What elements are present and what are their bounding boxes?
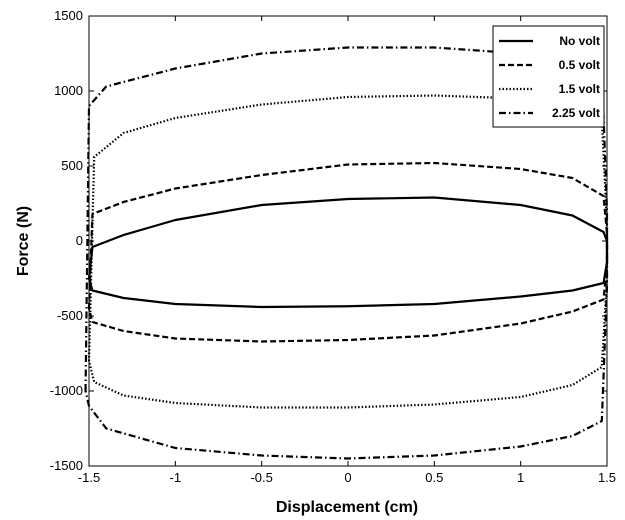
y-tick-label: -500 [57,308,83,323]
legend-label: 0.5 volt [559,58,600,72]
x-tick-label: -1.5 [78,470,100,485]
y-tick-label: 1500 [54,8,83,23]
x-tick-label: -0.5 [250,470,272,485]
y-tick-label: 500 [61,158,83,173]
y-tick-label: 1000 [54,83,83,98]
y-axis-label: Force (N) [15,206,32,276]
legend-box [492,25,605,128]
legend: No volt 0.5 volt 1.5 volt 2.25 volt [492,25,605,128]
x-tick-label: 1.5 [598,470,616,485]
series-line-2-25-volt [84,46,609,460]
legend-label: No volt [559,34,600,48]
y-tick-label: -1000 [50,383,83,398]
y-axis-ticks: -1500 -1000 -500 0 500 1000 1500 [50,8,607,473]
x-tick-label: -1 [170,470,182,485]
series-line-no-volt [87,196,609,309]
x-axis-label: Displacement (cm) [276,499,418,516]
y-tick-label: 0 [76,233,83,248]
x-axis-ticks: -1.5 -1 -0.5 0 0.5 1 1.5 [78,16,616,485]
x-tick-label: 1 [517,470,524,485]
legend-label: 1.5 volt [559,82,600,96]
x-tick-label: 0 [344,470,351,485]
legend-label: 2.25 volt [552,106,600,120]
x-tick-label: 0.5 [425,470,443,485]
y-tick-label: -1500 [50,458,83,473]
